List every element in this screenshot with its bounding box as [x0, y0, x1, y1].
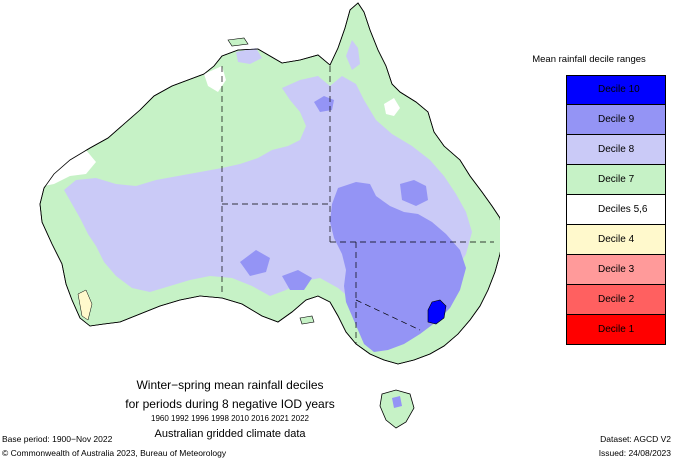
legend-label: Decile 4 [598, 234, 635, 245]
legend-swatch [566, 75, 666, 105]
decile56-northwest [44, 150, 96, 186]
decile8-north-pocket [236, 48, 262, 64]
legend-label: Decile 10 [598, 84, 640, 95]
legend-swatch [566, 255, 666, 285]
caption-title-line2: for periods during 8 negative IOD years [125, 397, 335, 411]
legend-label: Decile 3 [598, 264, 635, 275]
base-period: Base period: 1900−Nov 2022 [2, 434, 113, 444]
legend-swatch [566, 315, 666, 345]
dataset: Dataset: AGCD V2 [600, 434, 671, 444]
coastline [39, 2, 500, 365]
legend-label: Decile 9 [598, 114, 635, 125]
legend-swatch [566, 285, 666, 315]
tasmania [379, 389, 415, 429]
decile9-south-blob [282, 270, 312, 290]
decile56-top-end [204, 66, 226, 92]
melville-island [227, 37, 249, 47]
legend-swatch [566, 225, 666, 255]
legend-swatch [566, 105, 666, 135]
legend-swatch [566, 135, 666, 165]
caption-source: Australian gridded climate data [154, 428, 306, 440]
issued-date: Issued: 24/08/2023 [598, 448, 671, 458]
legend-swatch [566, 165, 666, 195]
decile10-region [427, 299, 447, 325]
legend-label: Deciles 5,6 [598, 204, 648, 215]
state-borders [221, 66, 494, 344]
decile9-north-blob [314, 96, 334, 112]
kangaroo-island [299, 315, 315, 325]
caption-title-line1: Winter−spring mean rainfall deciles [136, 378, 324, 392]
tasmania-decile9 [392, 396, 402, 408]
legend-label: Decile 1 [598, 324, 635, 335]
legend-swatch [566, 195, 666, 225]
decile4-wa-southwest [77, 289, 93, 321]
decile9-central-blob [240, 250, 270, 276]
caption-years: 1960 1992 1996 1998 2010 2016 2021 2022 [151, 414, 309, 423]
legend-label: Decile 2 [598, 294, 635, 305]
legend-label: Decile 7 [598, 174, 635, 185]
legend-title: Mean rainfall decile ranges [532, 54, 646, 65]
decile56-qld-coast [384, 98, 400, 116]
decile8-cape-york [346, 40, 360, 70]
copyright: © Commonwealth of Australia 2023, Bureau… [2, 448, 227, 458]
decile9-east-blob [400, 180, 428, 206]
legend-label: Decile 8 [598, 144, 635, 155]
australia-rainfall-map [39, 2, 500, 429]
